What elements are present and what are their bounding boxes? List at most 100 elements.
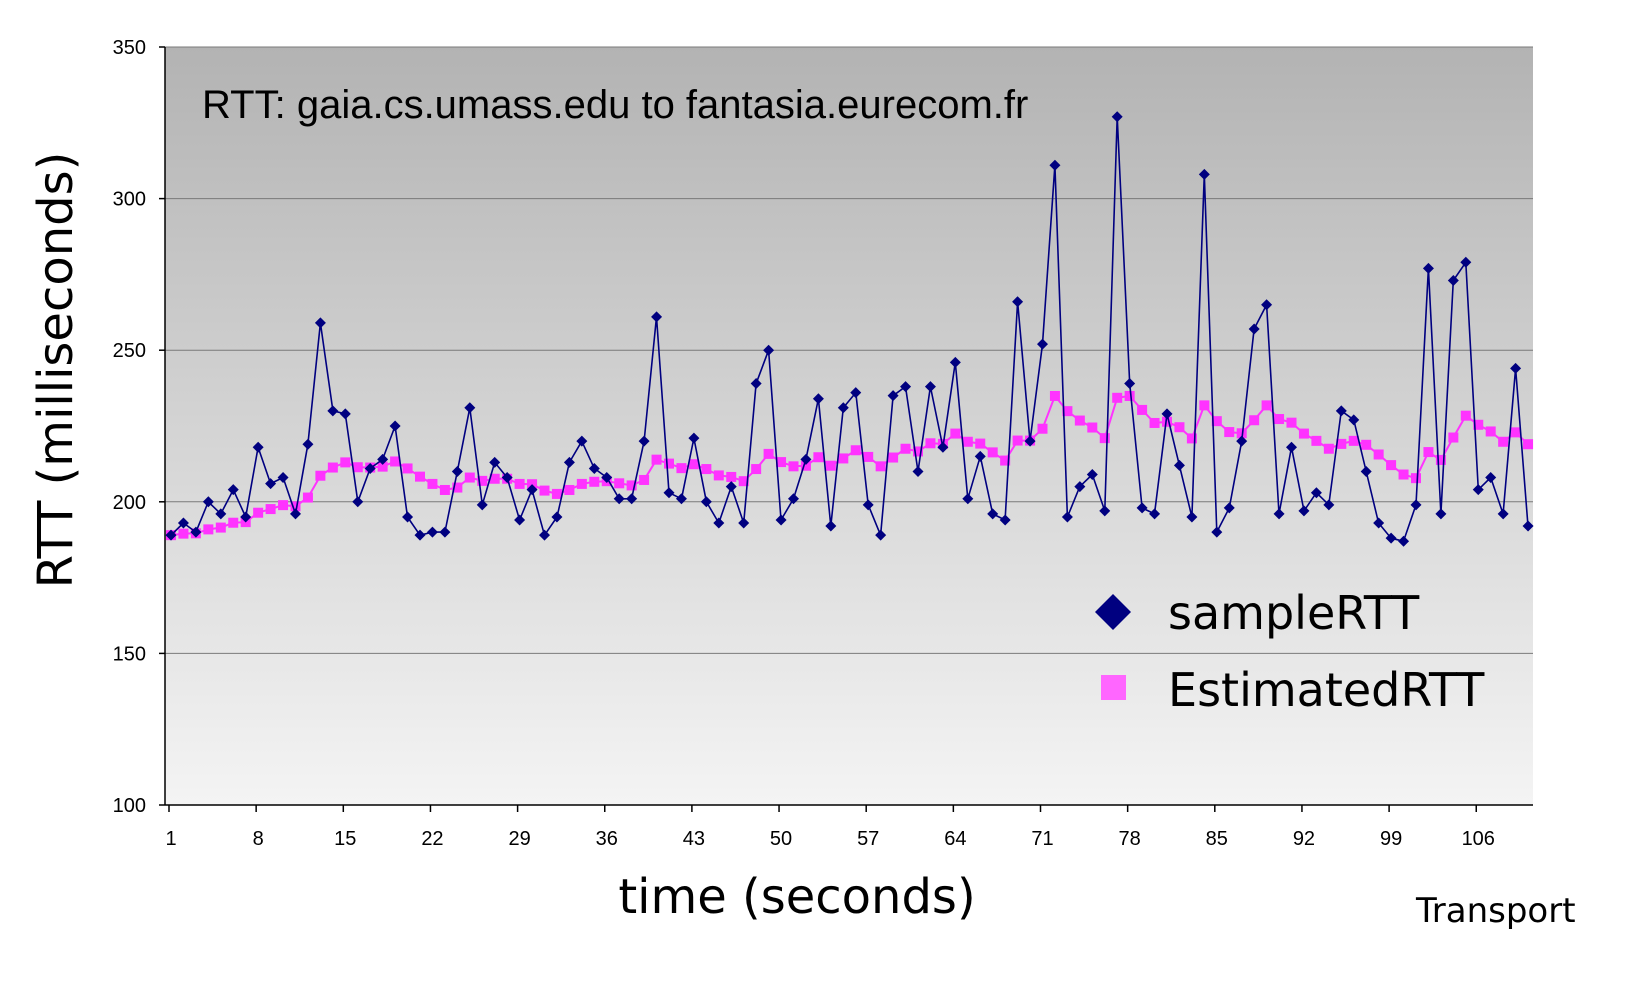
y-tick-labels: 100 150 200 250 300 350 <box>113 37 146 817</box>
x-tick-labels: 1 8 15 22 29 36 43 50 57 64 71 78 85 92 99 106 <box>165 828 1495 850</box>
x-tick-label: 29 <box>508 828 530 850</box>
data-point-EstimatedRTT <box>1037 423 1048 434</box>
data-point-sampleRTT <box>775 514 787 526</box>
y-axis-title: RTT (milliseconds) <box>28 152 84 589</box>
data-point-EstimatedRTT <box>1062 406 1073 417</box>
x-tick-label: 71 <box>1031 828 1053 850</box>
data-point-EstimatedRTT <box>253 507 264 518</box>
data-point-sampleRTT <box>1086 469 1098 481</box>
x-tick-label: 36 <box>596 828 618 850</box>
data-point-sampleRTT <box>1024 435 1036 447</box>
data-point-EstimatedRTT <box>290 501 301 512</box>
data-point-EstimatedRTT <box>265 504 276 515</box>
data-point-EstimatedRTT <box>228 517 239 528</box>
data-point-sampleRTT <box>638 435 650 447</box>
x-tick-label: 92 <box>1293 828 1315 850</box>
data-point-sampleRTT <box>227 484 239 496</box>
data-point-EstimatedRTT <box>439 484 450 495</box>
data-point-EstimatedRTT <box>477 475 488 486</box>
data-point-EstimatedRTT <box>278 500 289 511</box>
data-point-sampleRTT <box>464 402 476 414</box>
data-point-EstimatedRTT <box>1099 433 1110 444</box>
data-point-sampleRTT <box>563 456 575 468</box>
data-point-sampleRTT <box>688 432 700 444</box>
data-point-EstimatedRTT <box>1523 439 1534 450</box>
data-point-EstimatedRTT <box>1186 433 1197 444</box>
data-point-EstimatedRTT <box>1348 435 1359 446</box>
data-point-EstimatedRTT <box>1423 447 1434 458</box>
data-point-EstimatedRTT <box>614 478 625 489</box>
data-point-EstimatedRTT <box>639 474 650 485</box>
data-point-sampleRTT <box>1198 168 1210 180</box>
data-point-EstimatedRTT <box>1249 415 1260 426</box>
data-point-EstimatedRTT <box>863 451 874 462</box>
data-point-EstimatedRTT <box>464 472 475 483</box>
data-point-EstimatedRTT <box>987 447 998 458</box>
data-point-EstimatedRTT <box>539 485 550 496</box>
data-point-EstimatedRTT <box>751 464 762 475</box>
y-tick-label: 250 <box>113 340 146 362</box>
data-point-sampleRTT <box>377 453 389 465</box>
data-point-sampleRTT <box>414 529 426 541</box>
data-point-EstimatedRTT <box>975 438 986 449</box>
data-point-sampleRTT <box>862 499 874 511</box>
y-tick-label: 200 <box>113 492 146 514</box>
data-point-sampleRTT <box>1398 535 1410 547</box>
legend-label-estimated: EstimatedRTT <box>1168 663 1485 717</box>
data-point-sampleRTT <box>364 462 376 474</box>
data-point-sampleRTT <box>1460 256 1472 268</box>
data-point-sampleRTT <box>1497 508 1509 520</box>
data-point-sampleRTT <box>788 493 799 505</box>
data-point-EstimatedRTT <box>514 478 525 489</box>
data-point-EstimatedRTT <box>1112 392 1123 403</box>
data-point-sampleRTT <box>489 456 501 468</box>
data-point-EstimatedRTT <box>1398 469 1409 480</box>
data-point-EstimatedRTT <box>402 463 413 474</box>
data-point-EstimatedRTT <box>589 476 600 487</box>
data-point-EstimatedRTT <box>701 464 712 475</box>
data-point-sampleRTT <box>1186 511 1198 523</box>
data-point-sampleRTT <box>177 517 189 529</box>
data-point-sampleRTT <box>812 393 824 405</box>
chart-title: RTT: gaia.cs.umass.edu to fantasia.eurec… <box>202 83 1028 127</box>
data-point-sampleRTT <box>1510 362 1522 374</box>
data-point-EstimatedRTT <box>1485 426 1496 437</box>
data-point-EstimatedRTT <box>813 452 824 463</box>
data-point-sampleRTT <box>1161 408 1173 420</box>
data-point-EstimatedRTT <box>713 470 724 481</box>
data-point-sampleRTT <box>887 390 899 402</box>
data-point-sampleRTT <box>713 517 725 529</box>
data-point-sampleRTT <box>426 526 438 538</box>
data-point-sampleRTT <box>626 493 638 505</box>
data-point-sampleRTT <box>576 435 588 447</box>
data-point-EstimatedRTT <box>1149 417 1160 428</box>
data-point-EstimatedRTT <box>664 458 674 469</box>
data-point-EstimatedRTT <box>576 478 587 489</box>
data-point-sampleRTT <box>1111 111 1123 123</box>
data-point-sampleRTT <box>539 529 550 541</box>
data-point-sampleRTT <box>302 438 314 450</box>
data-point-EstimatedRTT <box>215 522 226 533</box>
data-point-sampleRTT <box>451 465 463 477</box>
data-point-EstimatedRTT <box>452 482 463 493</box>
data-point-EstimatedRTT <box>1386 460 1397 471</box>
data-point-EstimatedRTT <box>913 446 923 457</box>
data-point-sampleRTT <box>526 484 538 496</box>
data-point-EstimatedRTT <box>1049 390 1060 401</box>
data-point-sampleRTT <box>601 472 613 484</box>
data-point-EstimatedRTT <box>838 453 849 464</box>
data-point-sampleRTT <box>1236 435 1248 447</box>
data-point-sampleRTT <box>1211 526 1223 538</box>
footer-label: Transport <box>1415 891 1576 931</box>
data-point-EstimatedRTT <box>352 462 363 473</box>
x-tick-label: 64 <box>944 828 966 850</box>
data-point-EstimatedRTT <box>763 448 774 459</box>
data-point-sampleRTT <box>800 453 812 465</box>
data-point-sampleRTT <box>402 511 414 523</box>
data-point-EstimatedRTT <box>800 460 811 471</box>
data-point-EstimatedRTT <box>738 476 749 487</box>
data-point-EstimatedRTT <box>1162 416 1172 427</box>
data-point-sampleRTT <box>1273 508 1285 520</box>
data-point-EstimatedRTT <box>1074 415 1085 426</box>
data-point-sampleRTT <box>1037 338 1048 350</box>
